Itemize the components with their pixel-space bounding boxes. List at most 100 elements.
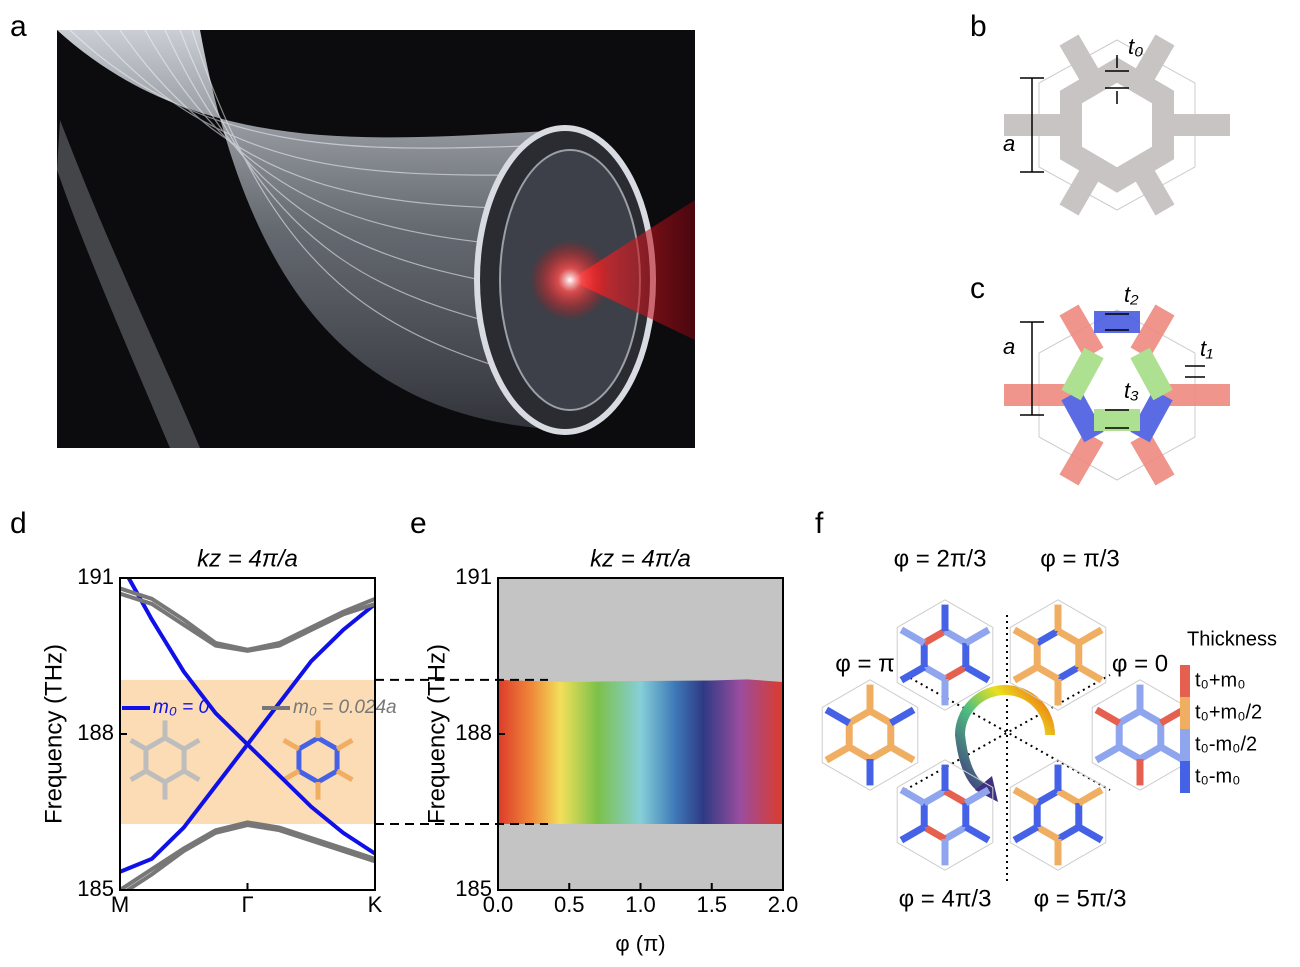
cell-bond [870, 711, 891, 723]
cell-bond [924, 631, 945, 643]
legend-swatch [1180, 697, 1190, 729]
cell-spoke [1096, 710, 1119, 723]
unit-cell-c [1004, 310, 1230, 480]
y-tick-label: 188 [455, 720, 492, 745]
cell-spoke [966, 790, 989, 803]
panel-letter: d [10, 507, 27, 540]
cell-spoke [826, 747, 849, 760]
phase-label: φ = π [835, 650, 894, 677]
phase-label: φ = π/3 [1040, 545, 1120, 572]
cell-bond [1037, 631, 1058, 643]
band-area [498, 679, 783, 824]
cell-bond [1140, 711, 1161, 723]
cell-spoke [891, 710, 914, 723]
plot-area [120, 562, 375, 895]
cell-bond [1037, 667, 1058, 679]
phase-label: φ = 2π/3 [894, 545, 987, 572]
x-tick-label: 2.0 [768, 892, 799, 917]
fiber-illustration [57, 30, 695, 448]
panel-letter: e [410, 507, 427, 540]
cell-spoke [1079, 630, 1102, 643]
cell-spoke [1079, 667, 1102, 680]
cell-bond [1140, 747, 1161, 759]
cell-spoke [901, 790, 924, 803]
cell-spoke [1079, 790, 1102, 803]
cell-bond [924, 827, 945, 839]
cell-bond [1119, 747, 1140, 759]
cell-spoke [966, 667, 989, 680]
phase-label: φ = 5π/3 [1034, 885, 1127, 912]
legend-label: t₀-m₀/2 [1195, 733, 1257, 755]
cell-bond [945, 791, 966, 803]
thickness-label: t₂ [1124, 282, 1139, 307]
panel-letter: b [970, 10, 987, 43]
cell-bond [849, 747, 870, 759]
lattice-label: a [1003, 334, 1015, 359]
x-tick-label: K [368, 892, 383, 917]
x-tick-label: 0.5 [554, 892, 585, 917]
cell-bond [1058, 631, 1079, 643]
cell-bond [1058, 827, 1079, 839]
phase-label: φ = 4π/3 [899, 885, 992, 912]
x-tick-label: 0.0 [483, 892, 514, 917]
y-tick-label: 191 [455, 564, 492, 589]
legend-label: t₀+m₀/2 [1195, 701, 1262, 723]
cell-bond [1037, 827, 1058, 839]
cell-spoke [891, 747, 914, 760]
panel-letter: a [10, 10, 27, 43]
thickness-label: t₀ [1128, 34, 1143, 59]
cell-spoke [966, 827, 989, 840]
cell-spoke [1014, 790, 1037, 803]
cell-spoke [1079, 827, 1102, 840]
band-line [120, 822, 375, 890]
cell-spoke [1096, 747, 1119, 760]
plot-area [498, 578, 783, 890]
figure: a b c d e f t₀ a t₂ t₁ t₃ a m₀ = 0m₀ = 0… [0, 0, 1300, 962]
lattice-label: a [1003, 131, 1015, 156]
legend-swatch [1180, 665, 1190, 697]
phase-arrow [960, 690, 1050, 790]
legend-label: t₀-m₀ [1195, 765, 1240, 787]
unit-cell-b [1004, 40, 1230, 210]
cell-spoke [901, 667, 924, 680]
cell-spoke [966, 630, 989, 643]
x-tick-label: 1.5 [696, 892, 727, 917]
cell-bond [1037, 791, 1058, 803]
cell-spoke [1014, 827, 1037, 840]
thickness-label: t₁ [1200, 336, 1213, 361]
cell-bond [945, 631, 966, 643]
x-tick-label: 1.0 [625, 892, 656, 917]
panel-letter: f [815, 507, 824, 540]
cell-bond [849, 711, 870, 723]
legend-swatch [1180, 761, 1190, 793]
cell-bond [945, 827, 966, 839]
page: {"panels": { "a": {"letter": "a"}, "b": … [0, 0, 1300, 967]
y-tick-label: 185 [77, 876, 114, 901]
chart-title: kz = 4π/a [197, 545, 298, 572]
x-tick-label: M [111, 892, 129, 917]
cell-spoke [1014, 630, 1037, 643]
legend-label: m₀ = 0.024a [293, 697, 397, 718]
cell-spoke [1014, 667, 1037, 680]
legend-label: t₀+m₀ [1195, 669, 1246, 691]
thickness-label: t₃ [1124, 378, 1139, 403]
y-axis-label: Frequency (THz) [423, 644, 450, 824]
cell-bond [924, 667, 945, 679]
cell-bond [945, 667, 966, 679]
y-tick-label: 191 [77, 564, 114, 589]
x-tick-label: Γ [241, 892, 253, 917]
cell-bond [1058, 791, 1079, 803]
y-tick-label: 188 [77, 720, 114, 745]
x-axis-label: φ (π) [615, 931, 665, 956]
cell-spoke [826, 710, 849, 723]
legend-title: Thickness [1187, 628, 1277, 650]
cell-bond [1119, 711, 1140, 723]
chart-title: kz = 4π/a [590, 545, 691, 572]
cell-bond [870, 747, 891, 759]
y-axis-label: Frequency (THz) [40, 644, 67, 824]
legend-swatch [1180, 729, 1190, 761]
cell-spoke [901, 630, 924, 643]
cell-bond [924, 791, 945, 803]
